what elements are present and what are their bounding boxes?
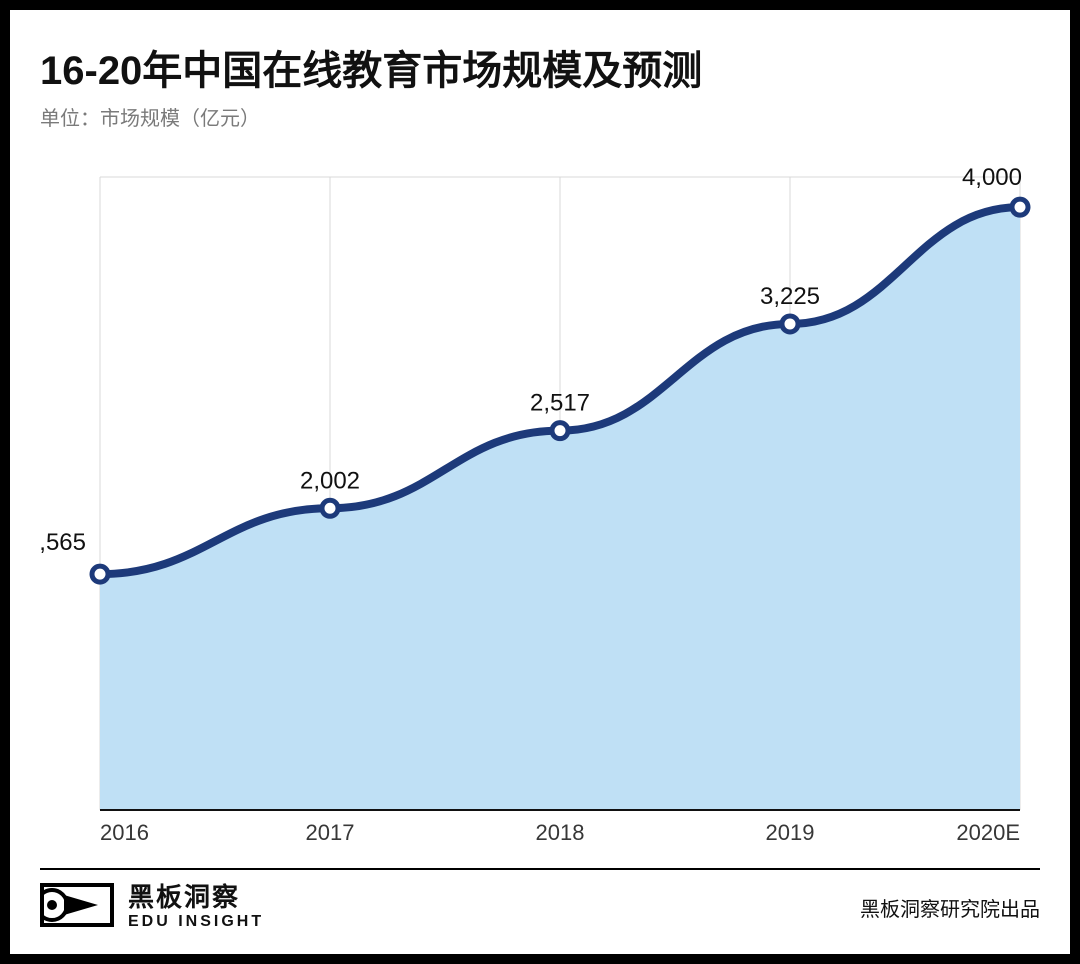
x-tick-label: 2019 <box>766 820 815 845</box>
area-chart-svg: 1,565 2016 2,002 2017 2,517 2018 3,225 2019 4,00… <box>40 141 1040 854</box>
brand-logo-icon <box>40 883 114 932</box>
footer-separator <box>40 868 1040 870</box>
data-label: 2,517 <box>530 390 590 417</box>
data-marker <box>322 500 338 516</box>
chart-card: 16-20年中国在线教育市场规模及预测 单位：市场规模（亿元） 1,565 201… <box>0 0 1080 964</box>
data-label: 1,565 <box>40 529 86 556</box>
data-marker <box>552 423 568 439</box>
x-tick-label: 2016 <box>100 820 149 845</box>
data-label: 2,002 <box>300 467 360 494</box>
chart-area: 1,565 2016 2,002 2017 2,517 2018 3,225 2019 4,00… <box>40 141 1040 854</box>
chart-title: 16-20年中国在线教育市场规模及预测 <box>40 38 1040 96</box>
brand-name-cn: 黑板洞察 <box>128 883 264 913</box>
x-tick-label: 2017 <box>306 820 355 845</box>
data-marker <box>1012 199 1028 215</box>
footer: 黑板洞察 EDU INSIGHT 黑板洞察研究院出品 <box>40 880 1040 934</box>
data-label: 4,000 <box>962 164 1022 191</box>
data-label: 3,225 <box>760 283 820 310</box>
credit-text: 黑板洞察研究院出品 <box>860 893 1040 922</box>
brand-name-en: EDU INSIGHT <box>128 913 264 931</box>
data-marker <box>782 316 798 332</box>
x-tick-label: 2018 <box>536 820 585 845</box>
chart-subtitle: 单位：市场规模（亿元） <box>40 102 1040 131</box>
brand-text: 黑板洞察 EDU INSIGHT <box>128 883 264 931</box>
x-tick-label: 2020E <box>956 820 1020 845</box>
data-marker <box>92 566 108 582</box>
brand: 黑板洞察 EDU INSIGHT <box>40 883 264 932</box>
